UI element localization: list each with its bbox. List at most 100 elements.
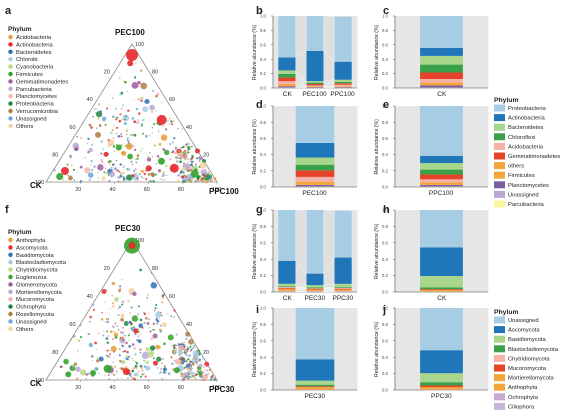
legend-bacteria-label: Actinobacteria (508, 116, 546, 122)
ternary-point (154, 309, 156, 312)
ternary-point (53, 169, 56, 172)
ternary-point (150, 272, 152, 274)
ternary-point (187, 180, 190, 183)
ternary-point-large (173, 367, 180, 374)
legend-label: Gemmatimonadetes (16, 79, 68, 85)
legend-label: Chlorobi (16, 57, 38, 63)
ternary-point (150, 172, 155, 177)
ternary-point (143, 311, 145, 314)
ternary-point (125, 129, 128, 132)
ternary-point (176, 179, 180, 183)
ternary-point (143, 177, 145, 179)
ternary-point (145, 360, 149, 365)
ternary-point (129, 372, 132, 375)
bar-segment-bacteroidetes (306, 50, 324, 82)
legend-bacteria-title: Phylum (494, 97, 519, 104)
vertex-label-right: PPC30 (209, 385, 235, 394)
legend-swatch (8, 71, 13, 77)
ternary-point (89, 164, 92, 166)
ternary-point (213, 177, 217, 181)
ternary-point (179, 157, 182, 160)
ternary-point (186, 176, 189, 179)
ternary-point (112, 168, 114, 171)
ternary-point (100, 158, 103, 162)
bar-segment-basidiomycota (278, 283, 296, 287)
ternary-point (209, 368, 212, 371)
legend-label: Mucoromycota (16, 297, 55, 303)
ternary-point (86, 142, 88, 145)
right-tick-label: 80 (152, 70, 158, 76)
y-tick-label: 0.0 (382, 290, 388, 295)
ternary-point (160, 134, 168, 141)
legend-label: Unassigned (16, 116, 47, 122)
ternary-point (178, 157, 180, 159)
x-tick-label: CK (437, 295, 447, 302)
ternary-point (112, 370, 115, 372)
legend-swatch (8, 260, 13, 265)
legend-swatch (8, 108, 13, 114)
legend-fungi-label: Unassigned (508, 318, 539, 324)
ternary-point (208, 171, 210, 173)
y-tick-label: 1.0 (382, 104, 388, 109)
ternary-point (137, 80, 141, 85)
legend-swatch (8, 267, 13, 272)
ternary-point-large (122, 368, 130, 376)
legend-label: Firmicutes (16, 72, 43, 78)
ternary-point (175, 344, 178, 347)
bar-segment-planctomycetes (295, 185, 335, 187)
ternary-point (106, 330, 109, 333)
bar-segment-bacteroidetes (420, 155, 463, 164)
ternary-point (112, 373, 115, 376)
ternary-point (161, 294, 165, 297)
ternary-point (111, 302, 114, 305)
ternary-point (188, 169, 191, 172)
y-tick-label: 0.0 (260, 185, 266, 190)
legend-swatch (8, 64, 13, 69)
ternary-point (125, 174, 133, 181)
ternary-point (142, 132, 144, 135)
ternary-point (76, 349, 79, 352)
ternary-point (185, 354, 189, 357)
ternary-point (79, 180, 83, 183)
ternary-point (174, 146, 177, 149)
y-tick-label: 0.8 (260, 28, 266, 33)
y-tick-label: 0.4 (382, 57, 388, 62)
flow-band (323, 209, 335, 275)
legend-label: Others (16, 124, 33, 130)
ternary-point (185, 145, 188, 147)
ternary-point-large (60, 167, 69, 175)
ternary-point (188, 372, 191, 375)
ternary-point (160, 178, 162, 180)
y-tick-label: 0.6 (260, 240, 266, 245)
bar-segment-basidiomycota (420, 373, 463, 383)
ternary-point (133, 374, 135, 376)
ternary-point (112, 115, 115, 119)
ternary-point (87, 333, 89, 335)
bar-segment-anthophyta (295, 387, 335, 390)
y-tick-label: 0.2 (260, 273, 266, 278)
ternary-point (106, 355, 110, 358)
ternary-point (63, 358, 69, 365)
bar-segment-ascomycota (295, 359, 335, 381)
left-tick-label: 20 (104, 266, 110, 272)
ternary-point (95, 348, 98, 351)
ternary-point (138, 323, 144, 329)
ternary-point (204, 364, 207, 367)
ternary-point (191, 145, 193, 148)
ternary-point (189, 375, 192, 378)
bar-segment-unassigned (295, 308, 335, 360)
ternary-point (110, 365, 113, 367)
ternary-point (149, 330, 152, 333)
y-tick-label: 0.8 (382, 322, 388, 327)
legend-label: Bacteroidetes (16, 50, 52, 56)
ternary-point (108, 159, 112, 163)
ternary-point (204, 361, 210, 367)
ternary-point (105, 318, 108, 320)
x-tick-label: PEC100 (302, 91, 327, 98)
bar-segment-bacteroidetes (334, 61, 352, 80)
bar-segment-bacteroidetes (420, 48, 463, 56)
ternary-point (118, 348, 121, 351)
ternary-point (119, 331, 123, 334)
bar-segment-unassigned (334, 210, 352, 258)
ternary-point (121, 359, 126, 365)
